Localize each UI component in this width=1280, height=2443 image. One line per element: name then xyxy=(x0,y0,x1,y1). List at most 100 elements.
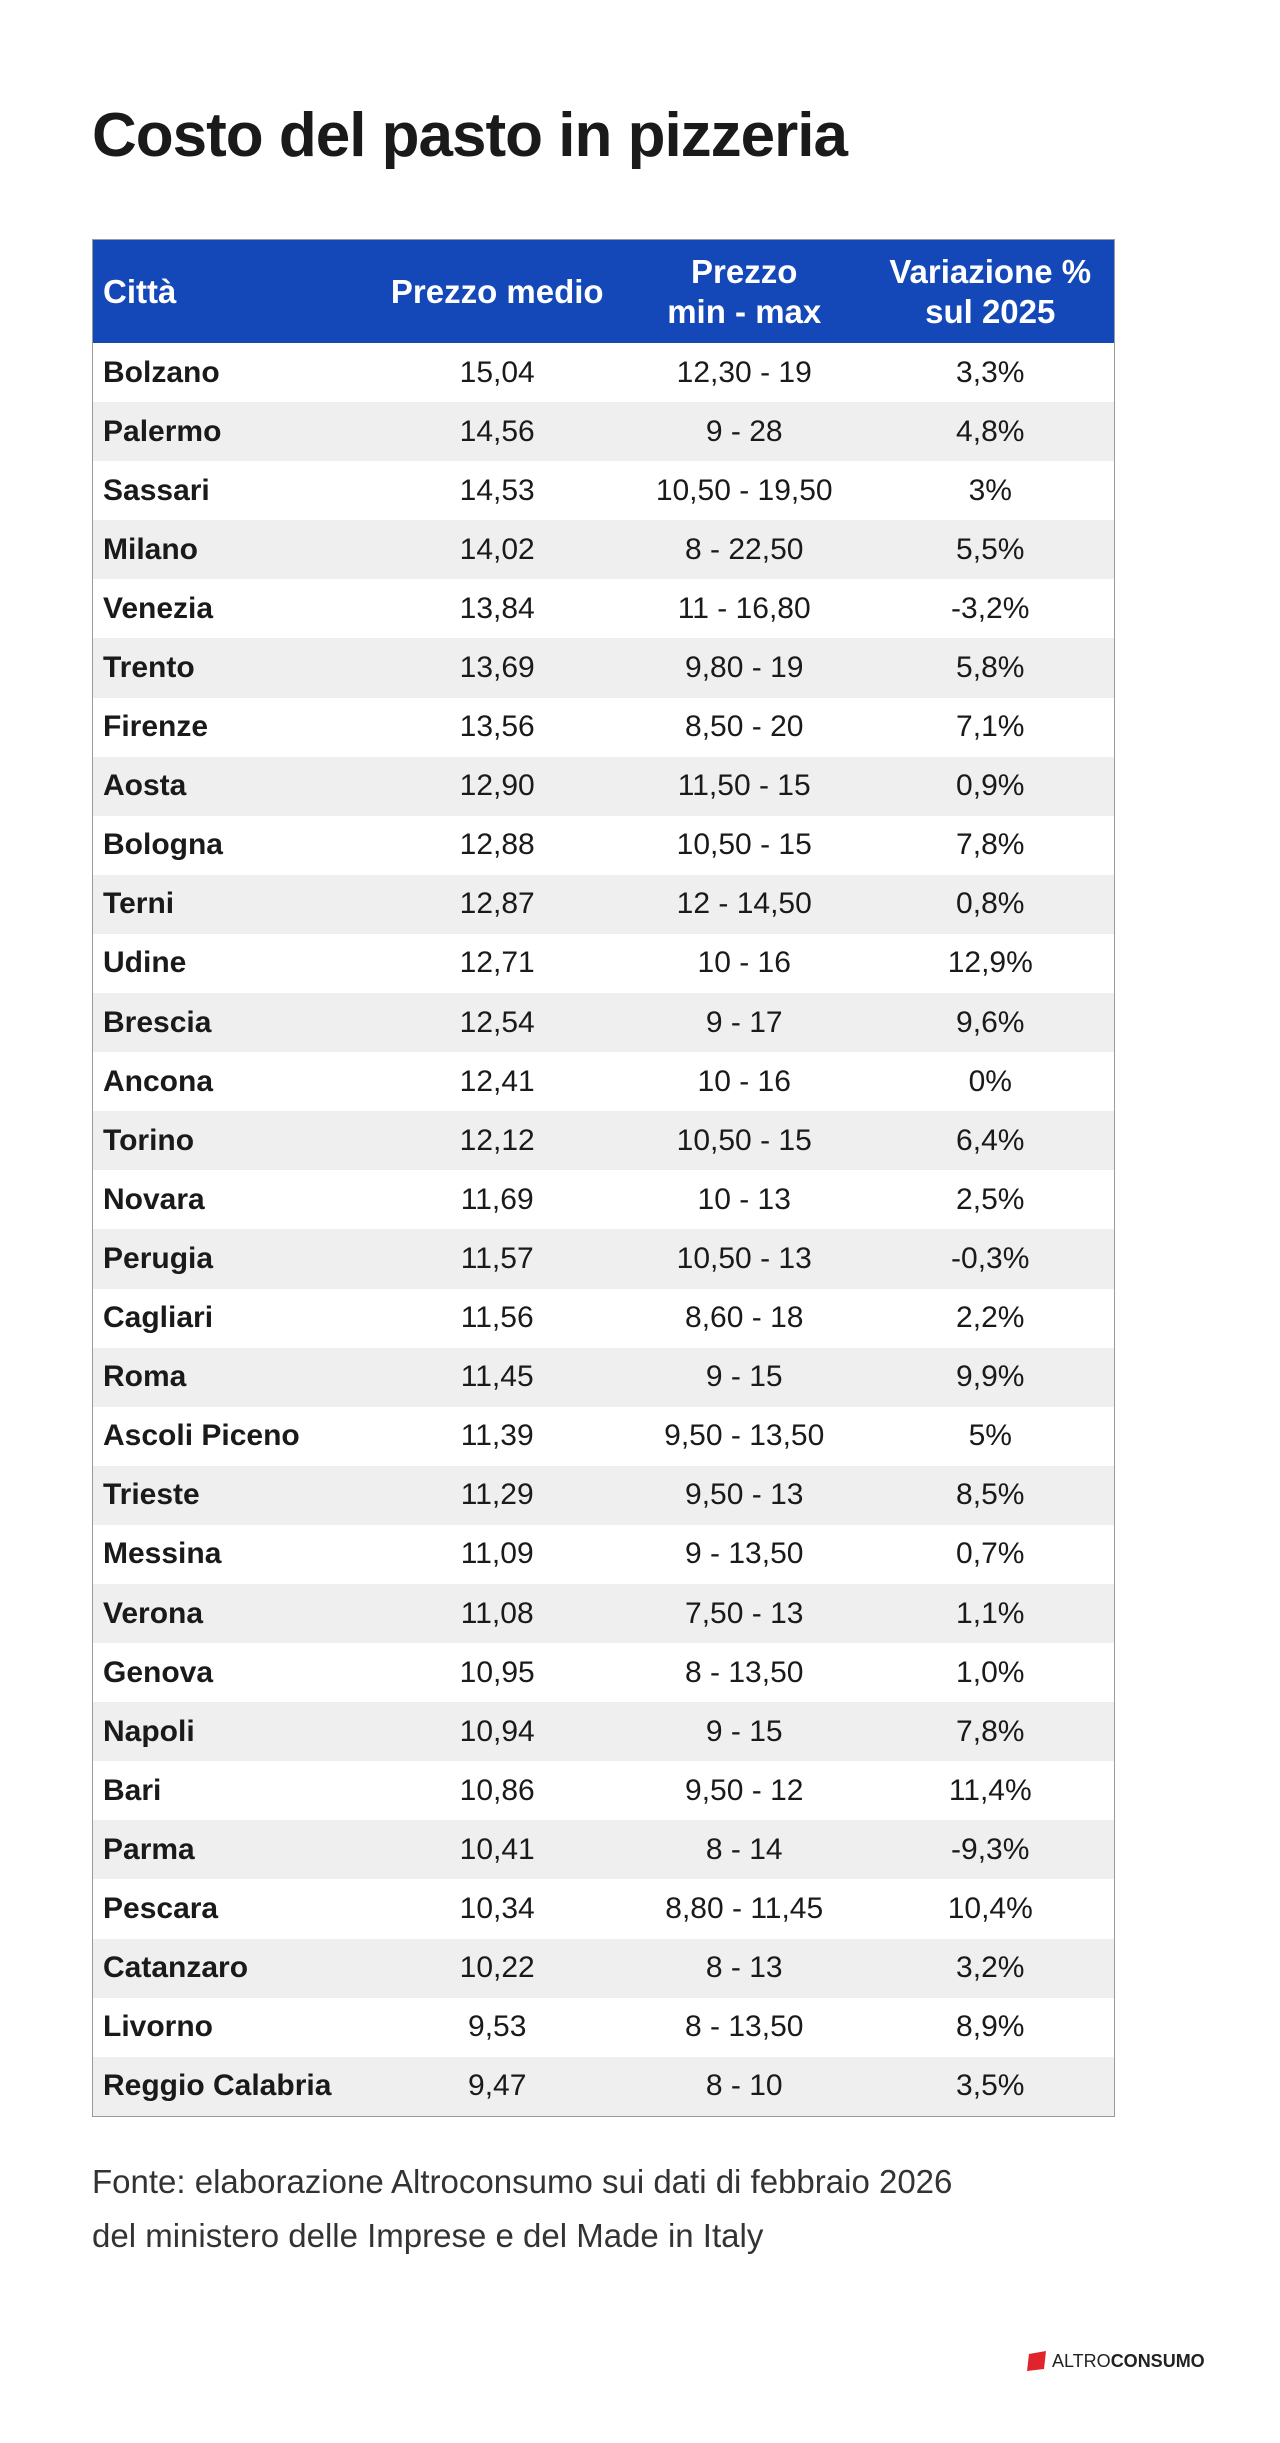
table-cell: 9,47 xyxy=(468,2069,527,2103)
table-row: Sassari 14,53 10,50 - 19,50 3% xyxy=(93,461,1114,520)
table-cell: Brescia xyxy=(103,1005,212,1039)
table-cell: Cagliari xyxy=(103,1301,214,1335)
table-cell: 11,45 xyxy=(460,1360,534,1394)
table-cell: 10,86 xyxy=(459,1773,535,1807)
table-cell: 9 - 28 xyxy=(705,414,783,448)
table-cell: 8,5% xyxy=(956,1478,1025,1512)
table-cell: 6,4% xyxy=(956,1123,1025,1157)
table-cell: 8 - 13 xyxy=(705,1951,783,1985)
table-cell: 0,7% xyxy=(956,1537,1025,1571)
table-cell: -0,3% xyxy=(951,1241,1030,1275)
table-row: Brescia 12,54 9 - 17 9,6% xyxy=(93,993,1114,1053)
table-cell: 5,8% xyxy=(956,651,1025,685)
table-cell: 3,2% xyxy=(956,1951,1025,1985)
table-cell: 9 - 15 xyxy=(705,1360,783,1394)
table-row: Torino 12,12 10,50 - 15 6,4% xyxy=(93,1111,1114,1171)
table-cell: 10,41 xyxy=(459,1832,535,1866)
table-row: Palermo 14,56 9 - 28 4,8% xyxy=(93,402,1114,462)
table-cell: 11,56 xyxy=(460,1301,534,1335)
table-row: Genova 10,95 8 - 13,50 1,0% xyxy=(93,1643,1114,1702)
table-cell: 8 - 10 xyxy=(705,2069,783,2103)
table-cell: 11,39 xyxy=(460,1419,534,1453)
table-cell: 10,94 xyxy=(459,1714,535,1748)
source: Fonte: elaborazione Altroconsumo sui dat… xyxy=(92,2155,952,2263)
table-cell: 8 - 13,50 xyxy=(685,2010,804,2044)
table-cell: 8,60 - 18 xyxy=(685,1301,804,1335)
table-row: Trieste 11,29 9,50 - 13 8,5% xyxy=(93,1465,1114,1525)
table-cell: 9 - 13,50 xyxy=(685,1537,804,1571)
table-cell: 5% xyxy=(968,1419,1012,1453)
table-cell: 14,56 xyxy=(459,414,535,448)
table-row: Cagliari 11,56 8,60 - 18 2,2% xyxy=(93,1289,1114,1348)
table-cell: 5,5% xyxy=(956,532,1025,566)
table-cell: 10 - 16 xyxy=(697,946,791,980)
table-cell: 12,41 xyxy=(459,1064,535,1098)
table-cell: -9,3% xyxy=(951,1832,1030,1866)
table-row: Udine 12,71 10 - 16 12,9% xyxy=(93,934,1114,993)
table-cell: 0,9% xyxy=(956,769,1025,803)
table-cell: Aosta xyxy=(103,769,187,803)
table-cell: 1,0% xyxy=(956,1655,1025,1689)
table-cell: 7,1% xyxy=(956,710,1025,744)
table-cell: Venezia xyxy=(103,591,214,625)
table-cell: 12,71 xyxy=(459,946,535,980)
table-cell: 2,2% xyxy=(956,1301,1025,1335)
table-cell: Palermo xyxy=(103,414,222,448)
table-row: Firenze 13,56 8,50 - 20 7,1% xyxy=(93,698,1114,757)
table-row: Napoli 10,94 9 - 15 7,8% xyxy=(93,1702,1114,1762)
table-cell: 12,90 xyxy=(459,769,535,803)
table-cell: Parma xyxy=(103,1832,195,1866)
header-text: Prezzo medio xyxy=(390,272,604,310)
table-cell: 11,57 xyxy=(460,1241,534,1275)
table-cell: 8,9% xyxy=(956,2010,1025,2044)
table-cell: 10,50 - 15 xyxy=(676,1123,812,1157)
header-row: Città Prezzo medio Prezzo min - max Variazio… xyxy=(93,240,1114,343)
table-cell: 12,12 xyxy=(459,1123,535,1157)
table-cell: Catanzaro xyxy=(103,1951,249,1985)
logo-text-bold: CONSUMO xyxy=(1110,2350,1205,2371)
table-cell: Firenze xyxy=(103,710,209,744)
table-cell: 2,5% xyxy=(956,1182,1025,1216)
header-text: Variazione % xyxy=(889,252,1092,290)
table-cell: 3,3% xyxy=(956,355,1025,389)
table-cell: 11,50 - 15 xyxy=(677,769,811,803)
table-cell: -3,2% xyxy=(951,591,1030,625)
table-cell: Terni xyxy=(103,887,175,921)
table-cell: 8 - 14 xyxy=(705,1832,783,1866)
header-text: Prezzo xyxy=(691,252,798,290)
table-cell: 10,95 xyxy=(459,1655,535,1689)
table-cell: 11 - 16,80 xyxy=(677,591,811,625)
table-cell: 12,30 - 19 xyxy=(676,355,812,389)
logo: ALTRO CONSUMO xyxy=(1026,2350,1205,2372)
logo-icon xyxy=(1027,2351,1046,2371)
table-cell: Roma xyxy=(103,1360,187,1394)
table-cell: 14,53 xyxy=(459,473,535,507)
table-cell: 10,50 - 15 xyxy=(676,828,812,862)
table-row: Pescara 10,34 8,80 - 11,45 10,4% xyxy=(93,1879,1114,1938)
table-row: Parma 10,41 8 - 14 -9,3% xyxy=(93,1820,1114,1880)
table-cell: 15,04 xyxy=(459,355,535,389)
logo-text: ALTRO xyxy=(1052,2350,1111,2371)
table-cell: 7,50 - 13 xyxy=(685,1596,804,1630)
table-cell: 9,50 - 12 xyxy=(685,1773,804,1807)
table-cell: Messina xyxy=(103,1537,222,1571)
header-cell: Città xyxy=(93,272,372,312)
table-cell: Bari xyxy=(103,1773,162,1807)
table-cell: 10,50 - 13 xyxy=(676,1241,812,1275)
table-cell: 9,80 - 19 xyxy=(685,651,804,685)
table-cell: Novara xyxy=(103,1182,205,1216)
source-line: Fonte: elaborazione Altroconsumo sui dat… xyxy=(92,2163,953,2200)
table-cell: 7,8% xyxy=(956,1714,1025,1748)
table-cell: 11,09 xyxy=(460,1537,534,1571)
header-cell: Variazione % sul 2025 xyxy=(866,252,1114,331)
table-cell: Trento xyxy=(103,651,195,685)
table-cell: Genova xyxy=(103,1655,214,1689)
table-row: Perugia 11,57 10,50 - 13 -0,3% xyxy=(93,1229,1114,1289)
table-cell: Trieste xyxy=(103,1478,200,1512)
table-row: Trento 13,69 9,80 - 19 5,8% xyxy=(93,638,1114,698)
source-line: del ministero delle Imprese e del Made i… xyxy=(92,2217,764,2254)
table-cell: 12,88 xyxy=(459,828,535,862)
table-cell: Udine xyxy=(103,946,187,980)
table-cell: Verona xyxy=(103,1596,204,1630)
